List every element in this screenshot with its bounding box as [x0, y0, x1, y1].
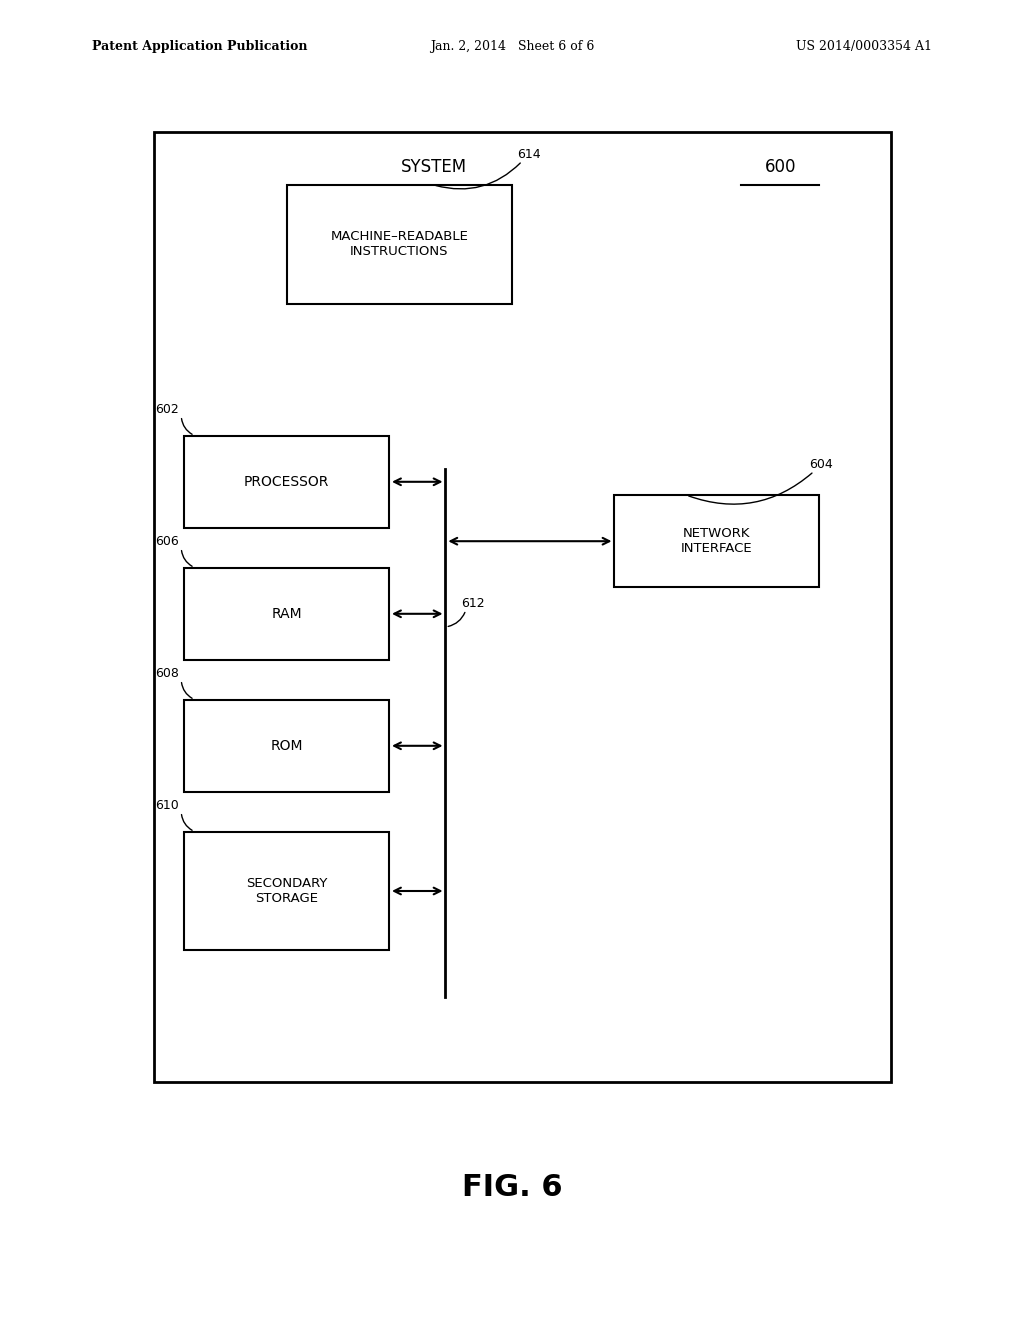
Text: 608: 608: [156, 667, 179, 680]
Text: PROCESSOR: PROCESSOR: [244, 475, 330, 488]
Text: RAM: RAM: [271, 607, 302, 620]
Text: 606: 606: [156, 535, 179, 548]
Text: US 2014/0003354 A1: US 2014/0003354 A1: [796, 40, 932, 53]
FancyBboxPatch shape: [184, 436, 389, 528]
FancyBboxPatch shape: [614, 495, 819, 587]
FancyBboxPatch shape: [184, 832, 389, 950]
Text: FIG. 6: FIG. 6: [462, 1173, 562, 1203]
Text: 614: 614: [517, 148, 541, 161]
Text: Jan. 2, 2014   Sheet 6 of 6: Jan. 2, 2014 Sheet 6 of 6: [430, 40, 594, 53]
FancyBboxPatch shape: [184, 700, 389, 792]
Text: 604: 604: [809, 458, 833, 471]
FancyBboxPatch shape: [154, 132, 891, 1082]
Text: SYSTEM: SYSTEM: [400, 158, 467, 177]
Text: ROM: ROM: [270, 739, 303, 752]
Text: SECONDARY
STORAGE: SECONDARY STORAGE: [246, 876, 328, 906]
FancyBboxPatch shape: [287, 185, 512, 304]
Text: 600: 600: [765, 158, 796, 177]
Text: NETWORK
INTERFACE: NETWORK INTERFACE: [681, 527, 753, 556]
Text: MACHINE–READABLE
INSTRUCTIONS: MACHINE–READABLE INSTRUCTIONS: [331, 230, 468, 259]
Text: 602: 602: [156, 403, 179, 416]
Text: 610: 610: [156, 799, 179, 812]
Text: Patent Application Publication: Patent Application Publication: [92, 40, 307, 53]
FancyBboxPatch shape: [184, 568, 389, 660]
Text: 612: 612: [461, 597, 484, 610]
